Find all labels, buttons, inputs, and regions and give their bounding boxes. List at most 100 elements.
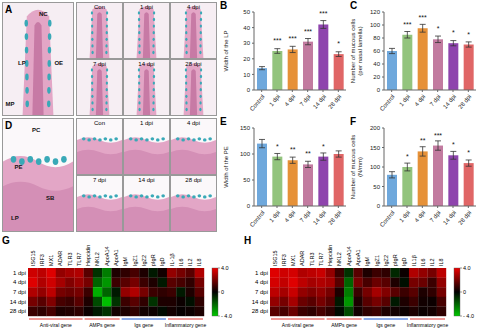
svg-text:50: 50 [243, 9, 250, 15]
svg-text:MX1: MX1 [290, 255, 296, 266]
svg-text:200: 200 [370, 125, 381, 131]
svg-text:7 dpi: 7 dpi [429, 94, 442, 108]
svg-text:ApoA1: ApoA1 [113, 249, 119, 266]
svg-text:IL6: IL6 [420, 258, 426, 266]
svg-text:***: *** [403, 21, 411, 28]
svg-text:IL1β: IL1β [411, 255, 417, 266]
svg-text:Control: Control [249, 210, 266, 229]
svg-text:*: * [406, 153, 409, 160]
svg-text:IL8: IL8 [196, 258, 202, 266]
svg-text:IRF3: IRF3 [39, 254, 45, 266]
svg-text:ADAR: ADAR [299, 251, 305, 266]
svg-text:4 dpi: 4 dpi [255, 279, 268, 285]
svg-text:40: 40 [373, 61, 380, 67]
svg-text:0: 0 [247, 87, 251, 93]
svg-text:150: 150 [240, 125, 251, 131]
svg-text:*: * [452, 141, 455, 148]
svg-text:0: 0 [377, 87, 381, 93]
svg-text:Width of the PE: Width of the PE [223, 146, 229, 188]
svg-text:Inflammatory gene: Inflammatory gene [407, 322, 449, 328]
svg-text:pIgR: pIgR [392, 254, 398, 266]
svg-text:28 dpi: 28 dpi [327, 210, 342, 226]
svg-text:50: 50 [243, 177, 250, 183]
svg-text:IgM: IgM [364, 256, 370, 266]
svg-text:Igs gene: Igs gene [376, 322, 395, 328]
svg-text:Control: Control [379, 210, 396, 229]
svg-text:NKL2: NKL2 [94, 252, 100, 266]
svg-text:14 dpi: 14 dpi [312, 210, 327, 226]
svg-text:IRF3: IRF3 [281, 254, 287, 266]
svg-text:0: 0 [247, 203, 251, 209]
svg-text:ApoA14: ApoA14 [346, 246, 352, 266]
svg-text:NKL2: NKL2 [336, 252, 342, 266]
svg-text:H: H [244, 235, 251, 246]
svg-text:***: *** [319, 10, 327, 17]
svg-text:14 dpi: 14 dpi [442, 210, 457, 226]
svg-text:*: * [452, 29, 455, 36]
svg-text:IgZ2: IgZ2 [383, 255, 389, 266]
svg-text:ADAR: ADAR [57, 251, 63, 266]
svg-text:- 4.0: - 4.0 [463, 313, 474, 319]
svg-text:4 dpi: 4 dpi [13, 279, 26, 285]
svg-text:Width of the LP: Width of the LP [223, 30, 229, 71]
svg-text:Igs gene: Igs gene [134, 322, 153, 328]
svg-text:1 dpi: 1 dpi [398, 94, 411, 108]
svg-text:*: * [467, 149, 470, 156]
svg-text:*: * [337, 40, 340, 47]
svg-text:28 dpi: 28 dpi [10, 308, 26, 314]
svg-text:**: ** [290, 146, 296, 153]
svg-text:IgZ1: IgZ1 [374, 255, 380, 266]
svg-text:AMPs gene: AMPs gene [89, 322, 115, 328]
svg-text:TLR3: TLR3 [309, 253, 315, 266]
svg-text:0: 0 [377, 203, 381, 209]
svg-text:MX1: MX1 [48, 255, 54, 266]
svg-text:Hepcidin: Hepcidin [327, 245, 333, 266]
svg-text:IL8: IL8 [438, 258, 444, 266]
svg-text:***: *** [289, 35, 297, 42]
svg-text:4 dpi: 4 dpi [413, 210, 426, 224]
svg-text:28 dpi: 28 dpi [457, 210, 472, 226]
svg-text:4 dpi: 4 dpi [283, 210, 296, 224]
svg-text:1 dpi: 1 dpi [13, 270, 26, 276]
svg-text:IL2: IL2 [187, 258, 193, 266]
svg-text:Hepcidin: Hepcidin [85, 245, 91, 266]
svg-text:IL-1β: IL-1β [169, 253, 175, 266]
svg-text:7 dpi: 7 dpi [429, 210, 442, 224]
svg-text:28 dpi: 28 dpi [252, 308, 268, 314]
svg-text:28 dpi: 28 dpi [457, 94, 472, 110]
svg-text:4.0: 4.0 [221, 265, 229, 271]
svg-text:***: *** [419, 14, 427, 21]
svg-text:IgD: IgD [159, 257, 165, 266]
svg-text:7 dpi: 7 dpi [299, 210, 312, 224]
svg-text:G: G [2, 235, 10, 246]
svg-text:**: ** [420, 137, 426, 144]
svg-text:14 dpi: 14 dpi [10, 299, 26, 305]
svg-text:IgM: IgM [122, 256, 128, 266]
svg-text:Number of mucous cells(per nas: Number of mucous cells(per nasal lamella… [350, 19, 363, 83]
svg-text:IL6: IL6 [178, 258, 184, 266]
svg-text:4 dpi: 4 dpi [413, 94, 426, 108]
svg-text:Inflammatory gene: Inflammatory gene [165, 322, 207, 328]
svg-text:*: * [276, 143, 279, 150]
svg-text:20: 20 [373, 74, 380, 80]
svg-text:50: 50 [373, 184, 380, 190]
svg-text:1 dpi: 1 dpi [398, 210, 411, 224]
svg-text:7 dpi: 7 dpi [255, 289, 268, 295]
svg-text:1 dpi: 1 dpi [268, 94, 281, 108]
svg-text:TLR7: TLR7 [76, 253, 82, 266]
svg-text:***: *** [434, 132, 442, 139]
svg-text:ApoA14: ApoA14 [104, 246, 110, 266]
svg-text:ISG15: ISG15 [272, 250, 278, 266]
svg-text:0: 0 [463, 289, 466, 295]
svg-text:Anti-viral gene: Anti-viral gene [282, 322, 314, 328]
svg-text:Anti-viral gene: Anti-viral gene [40, 322, 72, 328]
svg-text:***: *** [304, 28, 312, 35]
svg-text:20: 20 [243, 56, 250, 62]
svg-text:TLR7: TLR7 [318, 253, 324, 266]
svg-text:4.0: 4.0 [463, 265, 471, 271]
svg-text:80: 80 [373, 35, 380, 41]
svg-text:10: 10 [243, 72, 250, 78]
svg-text:100: 100 [240, 151, 251, 157]
svg-text:7 dpi: 7 dpi [299, 94, 312, 108]
svg-text:Control: Control [249, 94, 266, 113]
